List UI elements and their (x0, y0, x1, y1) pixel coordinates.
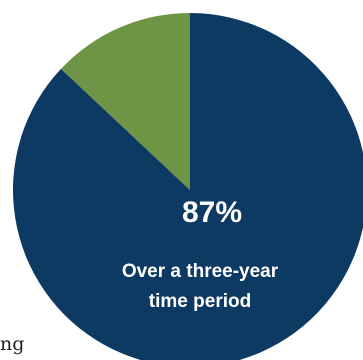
pie-slices (13, 13, 363, 360)
background-text-fragment: ng (0, 333, 25, 355)
pie-slice-1 (13, 13, 363, 360)
value-label: 87% (182, 196, 242, 229)
pie-slice-2 (60, 13, 191, 190)
caption-line-1: Over a three-year (122, 261, 279, 282)
caption-line-2: time period (149, 291, 251, 312)
